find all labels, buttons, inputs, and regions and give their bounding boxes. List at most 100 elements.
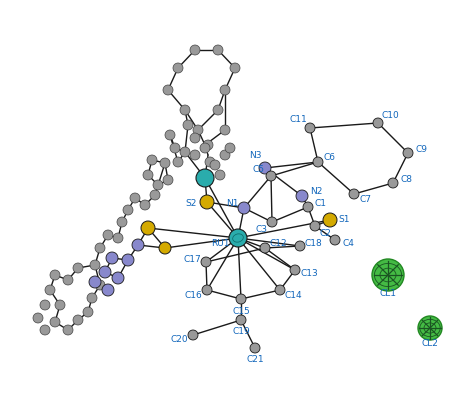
Text: N1: N1	[226, 199, 238, 208]
Circle shape	[83, 307, 93, 317]
Circle shape	[180, 105, 190, 115]
Circle shape	[33, 313, 43, 323]
Circle shape	[63, 325, 73, 335]
Text: C5: C5	[253, 166, 265, 175]
Text: N2: N2	[310, 188, 322, 197]
Text: C8: C8	[401, 175, 413, 184]
Circle shape	[230, 63, 240, 73]
Text: C18: C18	[304, 239, 322, 247]
Circle shape	[202, 285, 212, 295]
Circle shape	[180, 147, 190, 157]
Circle shape	[296, 190, 308, 202]
Text: C7: C7	[360, 195, 372, 204]
Circle shape	[141, 221, 155, 235]
Circle shape	[102, 284, 114, 296]
Circle shape	[50, 270, 60, 280]
Circle shape	[122, 254, 134, 266]
Text: C9: C9	[416, 145, 428, 155]
Circle shape	[238, 202, 250, 214]
Circle shape	[183, 120, 193, 130]
Circle shape	[188, 330, 198, 340]
Circle shape	[372, 259, 404, 291]
Circle shape	[89, 276, 101, 288]
Text: C13: C13	[300, 269, 318, 278]
Circle shape	[163, 175, 173, 185]
Circle shape	[87, 293, 97, 303]
Circle shape	[117, 217, 127, 227]
Circle shape	[99, 266, 111, 278]
Circle shape	[40, 325, 50, 335]
Circle shape	[160, 158, 170, 168]
Circle shape	[330, 235, 340, 245]
Circle shape	[173, 63, 183, 73]
Circle shape	[193, 125, 203, 135]
Circle shape	[163, 85, 173, 95]
Circle shape	[40, 300, 50, 310]
Circle shape	[259, 162, 271, 174]
Text: C16: C16	[184, 291, 202, 300]
Circle shape	[73, 263, 83, 273]
Text: S2: S2	[185, 199, 197, 208]
Circle shape	[213, 45, 223, 55]
Circle shape	[140, 200, 150, 210]
Circle shape	[418, 316, 442, 340]
Text: C3: C3	[256, 225, 268, 234]
Text: C2: C2	[319, 230, 331, 239]
Text: C6: C6	[324, 153, 336, 162]
Circle shape	[349, 189, 359, 199]
Text: S1: S1	[338, 215, 350, 225]
Circle shape	[159, 242, 171, 254]
Circle shape	[150, 190, 160, 200]
Text: C12: C12	[269, 239, 287, 247]
Circle shape	[165, 130, 175, 140]
Circle shape	[388, 178, 398, 188]
Circle shape	[95, 243, 105, 253]
Circle shape	[196, 169, 214, 187]
Text: C15: C15	[232, 306, 250, 315]
Circle shape	[45, 285, 55, 295]
Text: C10: C10	[381, 110, 399, 120]
Text: C21: C21	[246, 355, 264, 365]
Circle shape	[103, 230, 113, 240]
Circle shape	[190, 150, 200, 160]
Circle shape	[153, 180, 163, 190]
Circle shape	[403, 148, 413, 158]
Text: C17: C17	[183, 254, 201, 263]
Circle shape	[55, 300, 65, 310]
Circle shape	[310, 221, 320, 231]
Text: C20: C20	[170, 335, 188, 344]
Circle shape	[190, 133, 200, 143]
Circle shape	[266, 171, 276, 181]
Circle shape	[275, 285, 285, 295]
Circle shape	[123, 205, 133, 215]
Text: C19: C19	[232, 328, 250, 337]
Circle shape	[113, 233, 123, 243]
Text: C11: C11	[289, 116, 307, 125]
Circle shape	[295, 241, 305, 251]
Circle shape	[112, 272, 124, 284]
Text: C14: C14	[284, 291, 302, 300]
Text: CL2: CL2	[421, 339, 438, 348]
Circle shape	[267, 217, 277, 227]
Circle shape	[323, 213, 337, 227]
Circle shape	[303, 202, 313, 212]
Circle shape	[95, 280, 105, 290]
Circle shape	[210, 160, 220, 170]
Circle shape	[63, 275, 73, 285]
Circle shape	[170, 143, 180, 153]
Text: N3: N3	[249, 151, 261, 160]
Circle shape	[220, 85, 230, 95]
Circle shape	[50, 317, 60, 327]
Text: RU1: RU1	[211, 239, 229, 247]
Text: CL1: CL1	[380, 289, 396, 298]
Circle shape	[220, 150, 230, 160]
Circle shape	[260, 243, 270, 253]
Circle shape	[250, 343, 260, 353]
Circle shape	[73, 315, 83, 325]
Circle shape	[313, 157, 323, 167]
Circle shape	[130, 193, 140, 203]
Circle shape	[190, 45, 200, 55]
Text: C4: C4	[342, 239, 354, 247]
Circle shape	[132, 239, 144, 251]
Circle shape	[147, 155, 157, 165]
